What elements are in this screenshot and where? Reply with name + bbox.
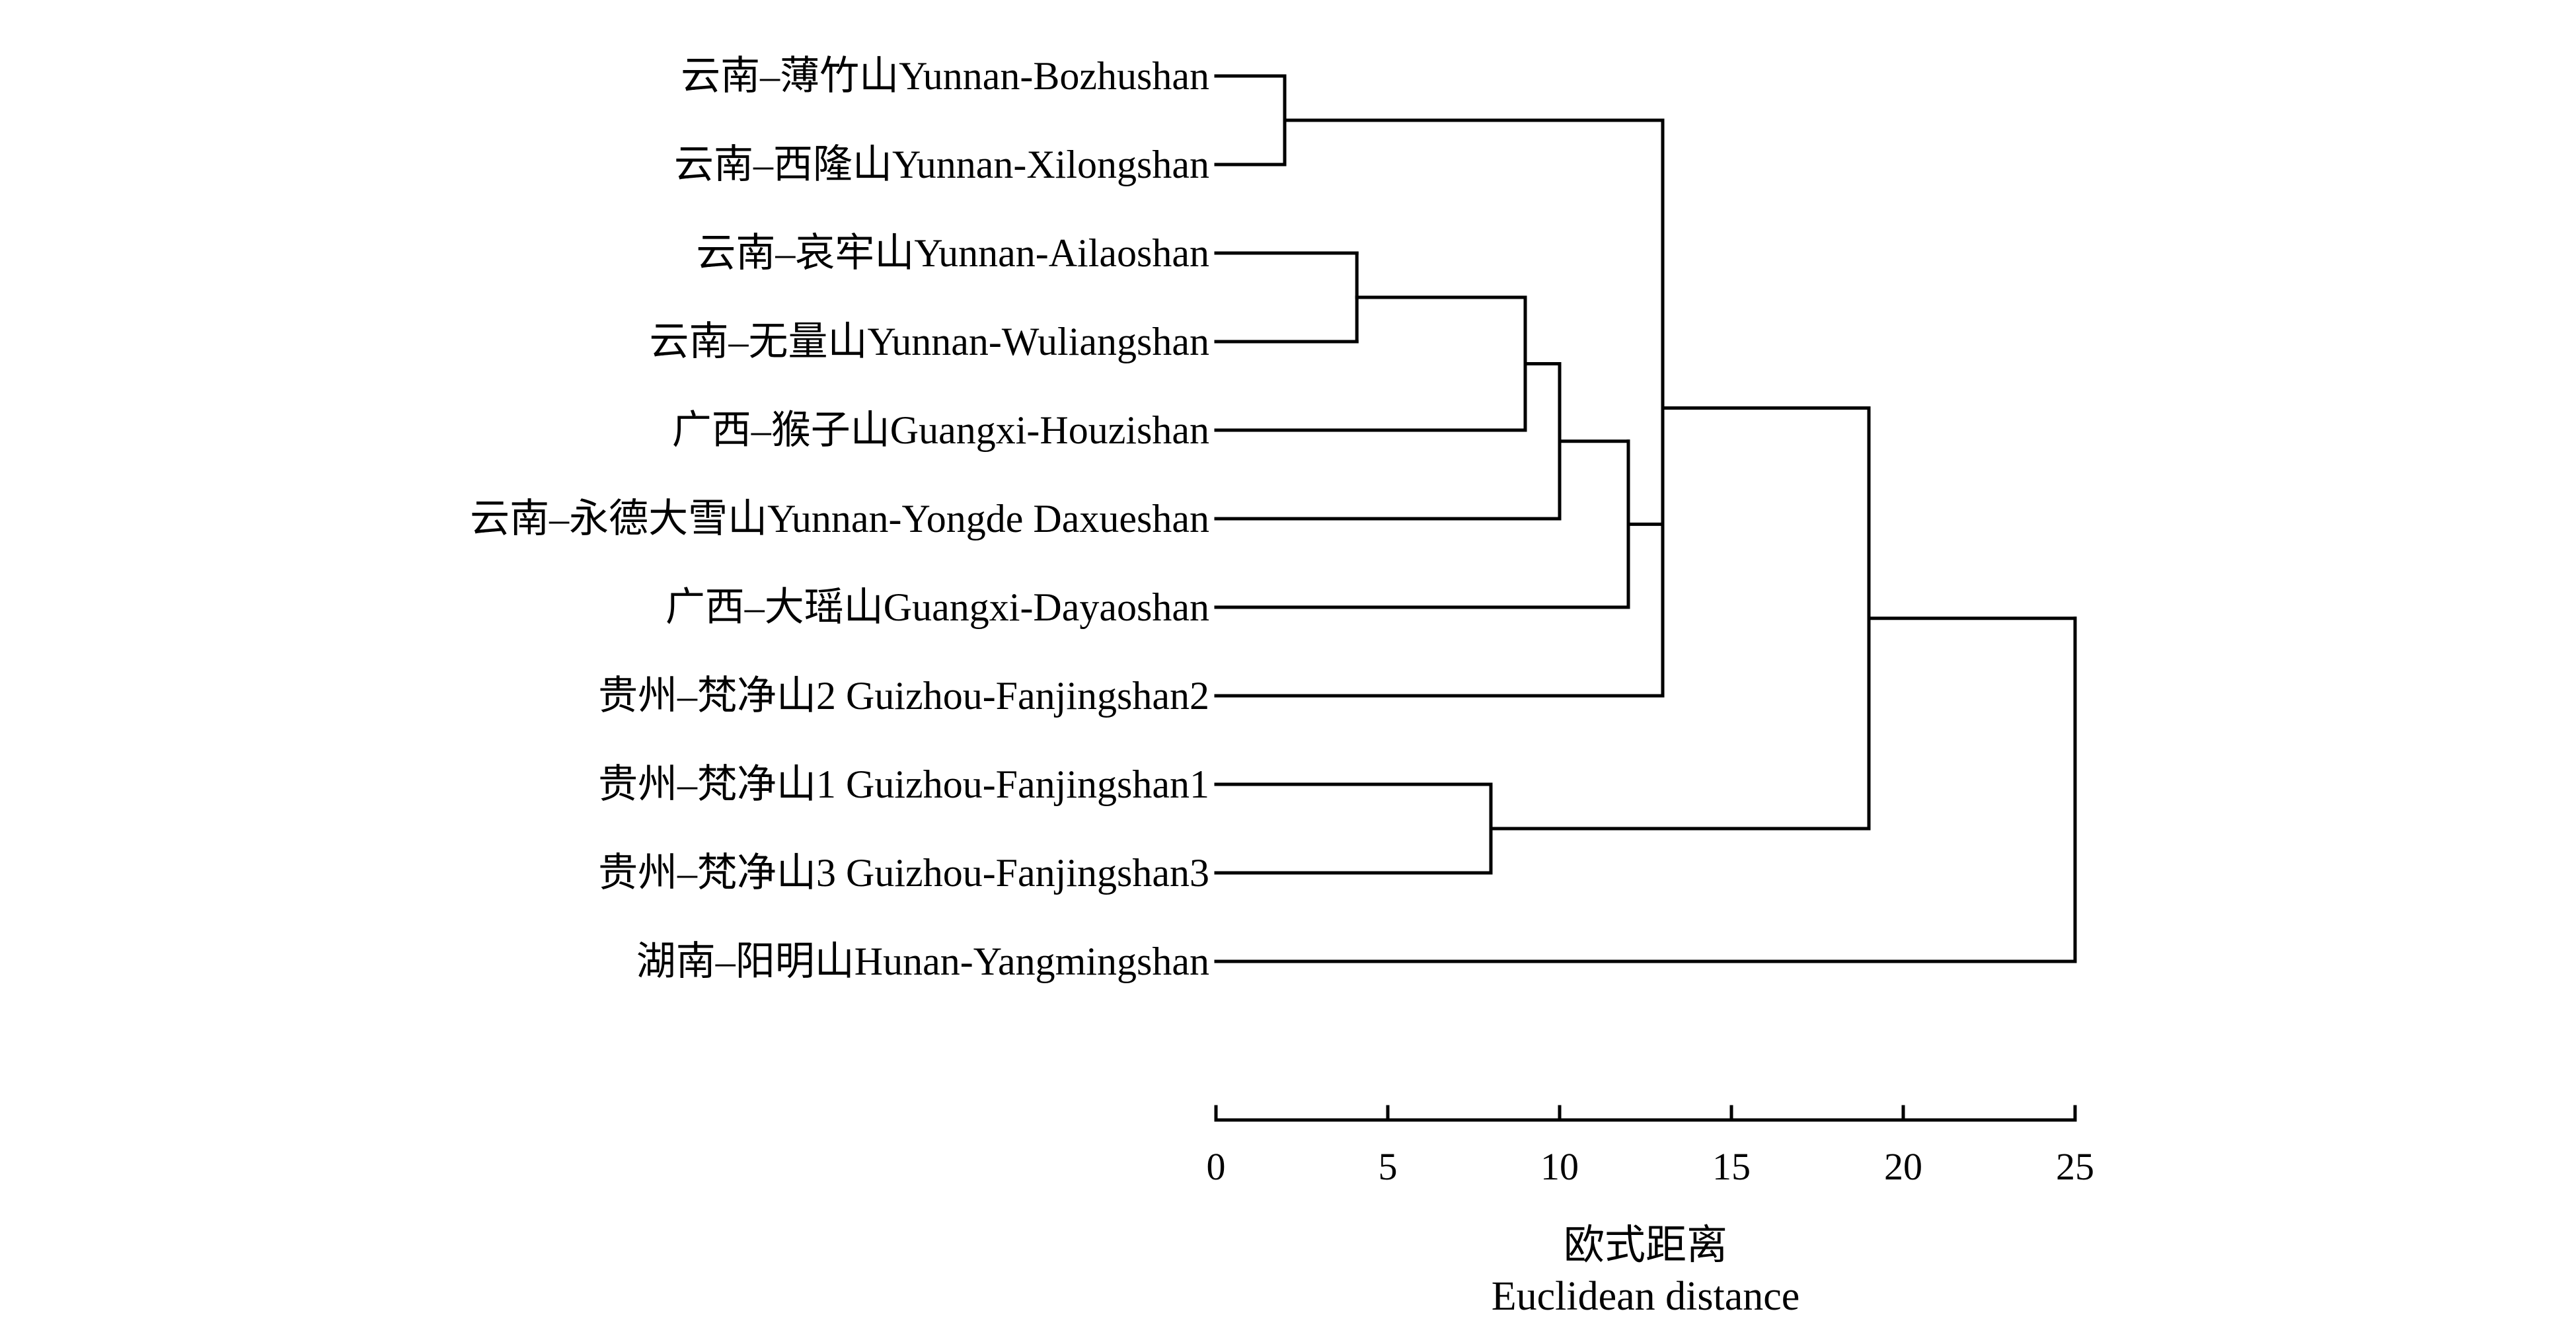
x-axis-title-chinese: 欧式距离 [1564, 1223, 1727, 1268]
x-tick-label: 15 [1712, 1145, 1751, 1188]
leaf-label: 云南–无量山Yunnan-Wuliangshan [650, 320, 1209, 363]
leaf-labels: 云南–薄竹山Yunnan-Bozhushan 云南–西隆山Yunnan-Xilon… [470, 54, 1209, 983]
leaf-label: 贵州–梵净山2 Guizhou-Fanjingshan2 [598, 674, 1209, 718]
leaf-label: 云南–薄竹山Yunnan-Bozhushan [681, 54, 1209, 98]
x-axis: 0 5 10 15 20 25 [1207, 1105, 2094, 1188]
x-axis-title-english: Euclidean distance [1492, 1274, 1800, 1319]
leaf-label: 湖南–阳明山Hunan-Yangmingshan [636, 940, 1209, 983]
x-tick-label: 25 [2056, 1145, 2094, 1188]
leaf-label: 云南–西隆山Yunnan-Xilongshan [674, 143, 1209, 186]
leaf-label: 广西–猴子山Guangxi-Houzishan [672, 408, 1209, 452]
x-tick-label: 20 [1884, 1145, 1922, 1188]
dendrogram-branches [1214, 74, 2077, 963]
leaf-label: 广西–大瑶山Guangxi-Dayaoshan [665, 585, 1209, 629]
x-axis-ticks: 0 5 10 15 20 25 [1207, 1105, 2094, 1188]
leaf-label: 云南–哀牢山Yunnan-Ailaoshan [696, 231, 1209, 275]
leaf-label: 贵州–梵净山3 Guizhou-Fanjingshan3 [598, 851, 1209, 895]
x-tick-label: 0 [1207, 1145, 1226, 1188]
leaf-label: 贵州–梵净山1 Guizhou-Fanjingshan1 [598, 763, 1209, 806]
x-tick-label: 5 [1379, 1145, 1398, 1188]
leaf-label: 云南–永德大雪山Yunnan-Yongde Daxueshan [470, 497, 1209, 541]
x-tick-label: 10 [1540, 1145, 1579, 1188]
